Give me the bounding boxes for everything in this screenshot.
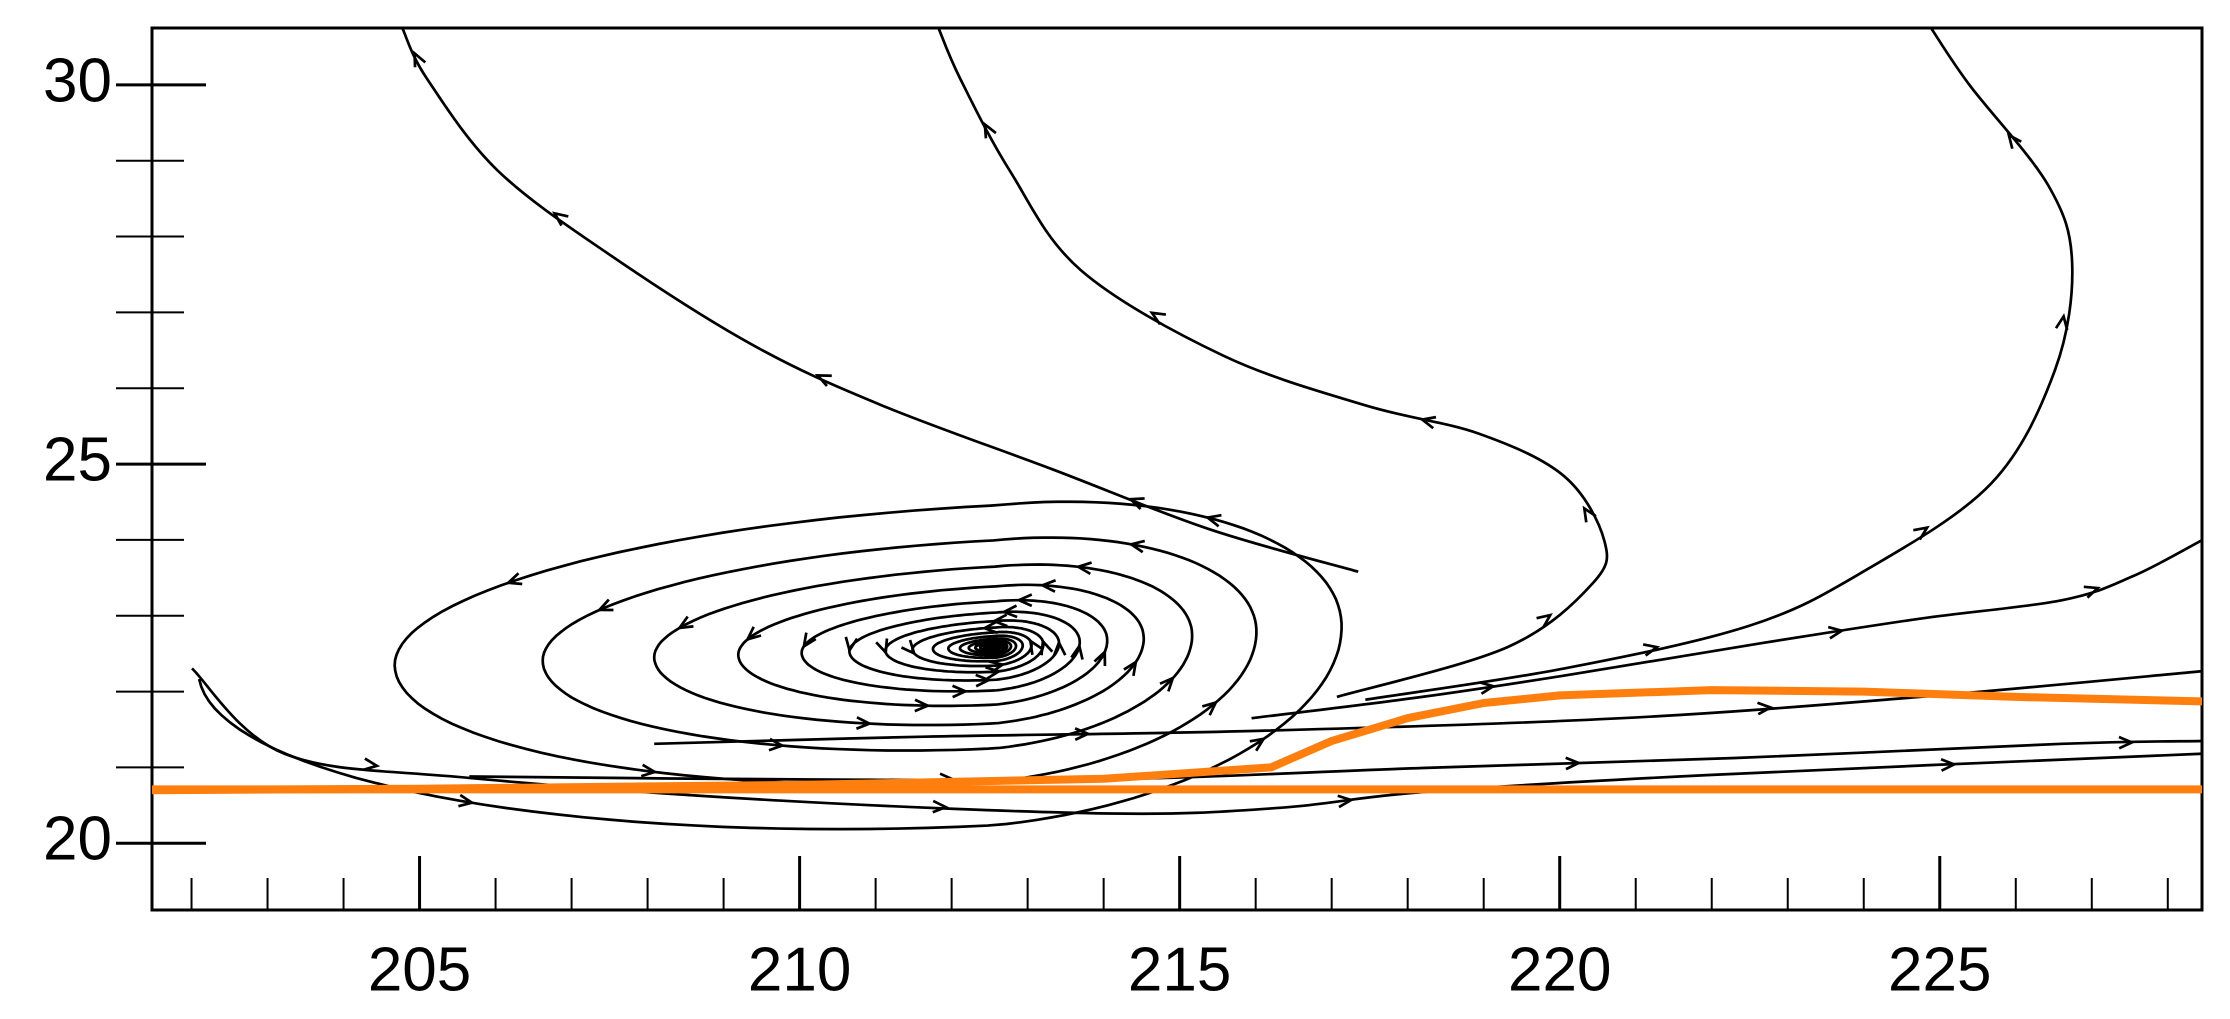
streamline-arrow — [1149, 311, 1167, 326]
streamline-arrow — [985, 666, 1003, 680]
streamline-arrow — [844, 636, 859, 654]
streamline-arrow — [1123, 659, 1138, 677]
streamline-arrow — [458, 793, 476, 808]
streamline-arrow — [1582, 505, 1597, 523]
orange-line — [151, 686, 2203, 795]
streamline-arrow — [363, 757, 381, 772]
streamline-arrow — [1070, 642, 1084, 660]
streamline-arrow — [1536, 613, 1553, 628]
streamline-arrow — [990, 613, 1008, 628]
streamline-arrow — [1028, 638, 1043, 656]
streamline-arrow — [975, 673, 993, 688]
streamline — [469, 739, 2202, 782]
streamline-arrow — [1074, 561, 1093, 576]
streamline-arrow — [1940, 758, 1958, 772]
plot-frame — [150, 26, 2204, 912]
streamline-arrow — [505, 572, 523, 586]
x-tick-label: 210 — [748, 935, 851, 1004]
streamline-arrow — [932, 799, 950, 814]
streamline-arrow — [1479, 681, 1497, 695]
streamline — [191, 667, 2202, 816]
streamline-arrow — [951, 684, 969, 699]
x-tick-label: 205 — [368, 935, 471, 1004]
streamline-arrow — [1337, 794, 1355, 809]
streamline-arrow — [981, 620, 999, 635]
streamline-arrow — [2118, 735, 2136, 750]
streamline-arrow — [988, 660, 1006, 674]
streamline — [1251, 539, 2203, 720]
streamline-arrow — [983, 121, 997, 139]
streamline-arrow — [413, 50, 427, 68]
streamline-arrow — [1093, 648, 1107, 667]
streamline-arrow — [1204, 513, 1222, 528]
streamline-arrow — [2054, 313, 2069, 331]
streamline-arrow — [814, 374, 832, 387]
streamline-spiral — [197, 500, 1343, 831]
streamline — [654, 669, 2202, 746]
streamline-arrow — [1015, 593, 1033, 608]
streamline-arrow — [1418, 415, 1437, 430]
streamline-arrow — [1642, 643, 1661, 657]
streamline-arrow — [551, 211, 569, 227]
x-tick-label: 220 — [1508, 935, 1611, 1004]
streamline-arrow — [768, 737, 786, 752]
streamline-arrow — [676, 615, 694, 630]
streamline-arrow — [596, 598, 614, 612]
streamline-arrow — [1249, 737, 1267, 752]
streamline-arrow — [745, 626, 762, 642]
streamline-arrow — [855, 716, 873, 730]
streamline-arrow — [1052, 639, 1067, 657]
streamline-arrow — [900, 639, 917, 656]
y-tick-label: 30 — [43, 46, 112, 115]
streamline-arrow — [875, 638, 889, 656]
x-tick-label: 215 — [1128, 935, 1231, 1004]
streamline-arrow — [640, 763, 659, 778]
streamline-arrow — [2083, 585, 2101, 599]
streamline-arrow — [1159, 675, 1176, 692]
streamline-arrow — [1040, 638, 1054, 656]
streamline — [937, 27, 1609, 699]
streamline-arrow — [1565, 756, 1582, 771]
streamline-arrow — [802, 632, 817, 650]
streamline-arrow — [1039, 579, 1057, 593]
streamline-arrow — [1913, 525, 1930, 541]
streamline-arrow — [1827, 625, 1846, 640]
streamline-arrow — [1127, 539, 1146, 554]
y-tick-label: 20 — [43, 805, 112, 874]
streamline-arrow — [1000, 604, 1018, 619]
streamline — [1365, 27, 2074, 702]
streamline-arrow — [1201, 700, 1219, 716]
streamlines — [191, 27, 2203, 831]
x-tick-label: 225 — [1888, 935, 1991, 1004]
streamline-arrow — [1757, 701, 1774, 716]
streamline — [401, 27, 1359, 574]
streamline-arrow — [2006, 132, 2022, 150]
y-tick-label: 25 — [43, 425, 112, 494]
streamline-arrow — [914, 698, 932, 713]
